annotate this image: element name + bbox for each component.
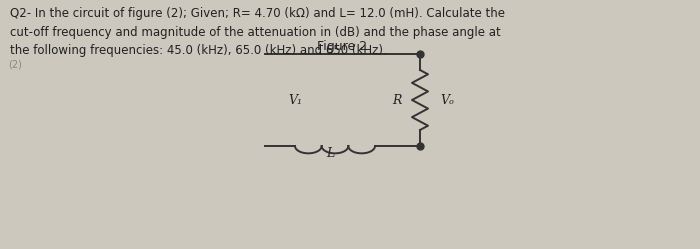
Text: (2): (2) — [8, 59, 22, 69]
Text: Figure 2: Figure 2 — [317, 40, 368, 53]
Text: Q2- In the circuit of figure (2); Given; R= 4.70 (kΩ) and L= 12.0 (mH). Calculat: Q2- In the circuit of figure (2); Given;… — [10, 7, 505, 57]
Text: Vₒ: Vₒ — [440, 94, 454, 107]
Text: R: R — [393, 94, 402, 107]
Text: V₁: V₁ — [288, 94, 302, 107]
Text: L: L — [326, 147, 334, 160]
